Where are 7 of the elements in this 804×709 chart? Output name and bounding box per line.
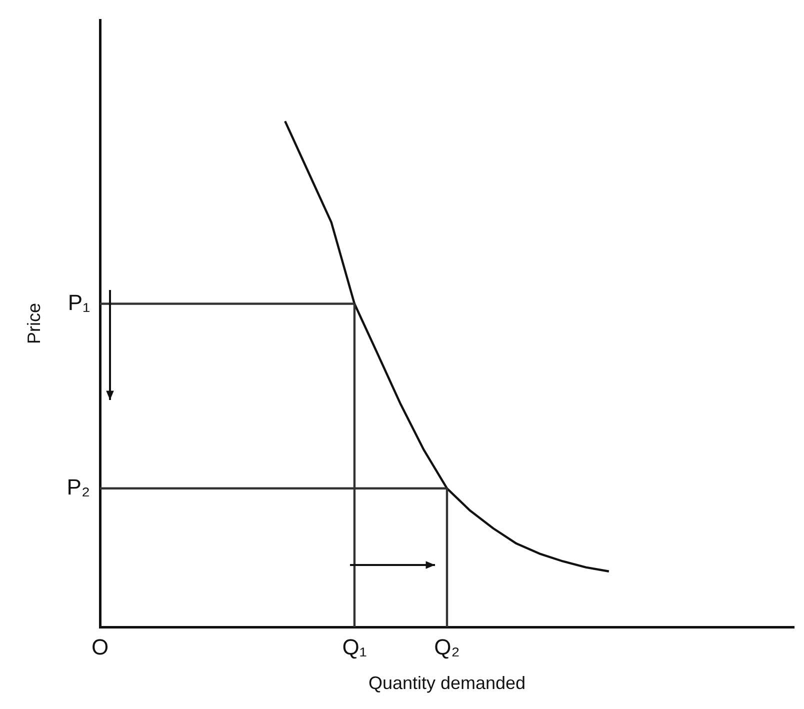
ref-line-label: P₂ — [66, 474, 90, 500]
x-tick-label: Q₂ — [434, 634, 460, 660]
y-axis-title: Price — [24, 302, 44, 344]
x-tick-label: Q₁ — [342, 634, 367, 660]
x-tick-label: O — [91, 634, 109, 660]
ref-line-label: P₁ — [68, 290, 90, 315]
x-axis-title: Quantity demanded — [368, 673, 526, 694]
